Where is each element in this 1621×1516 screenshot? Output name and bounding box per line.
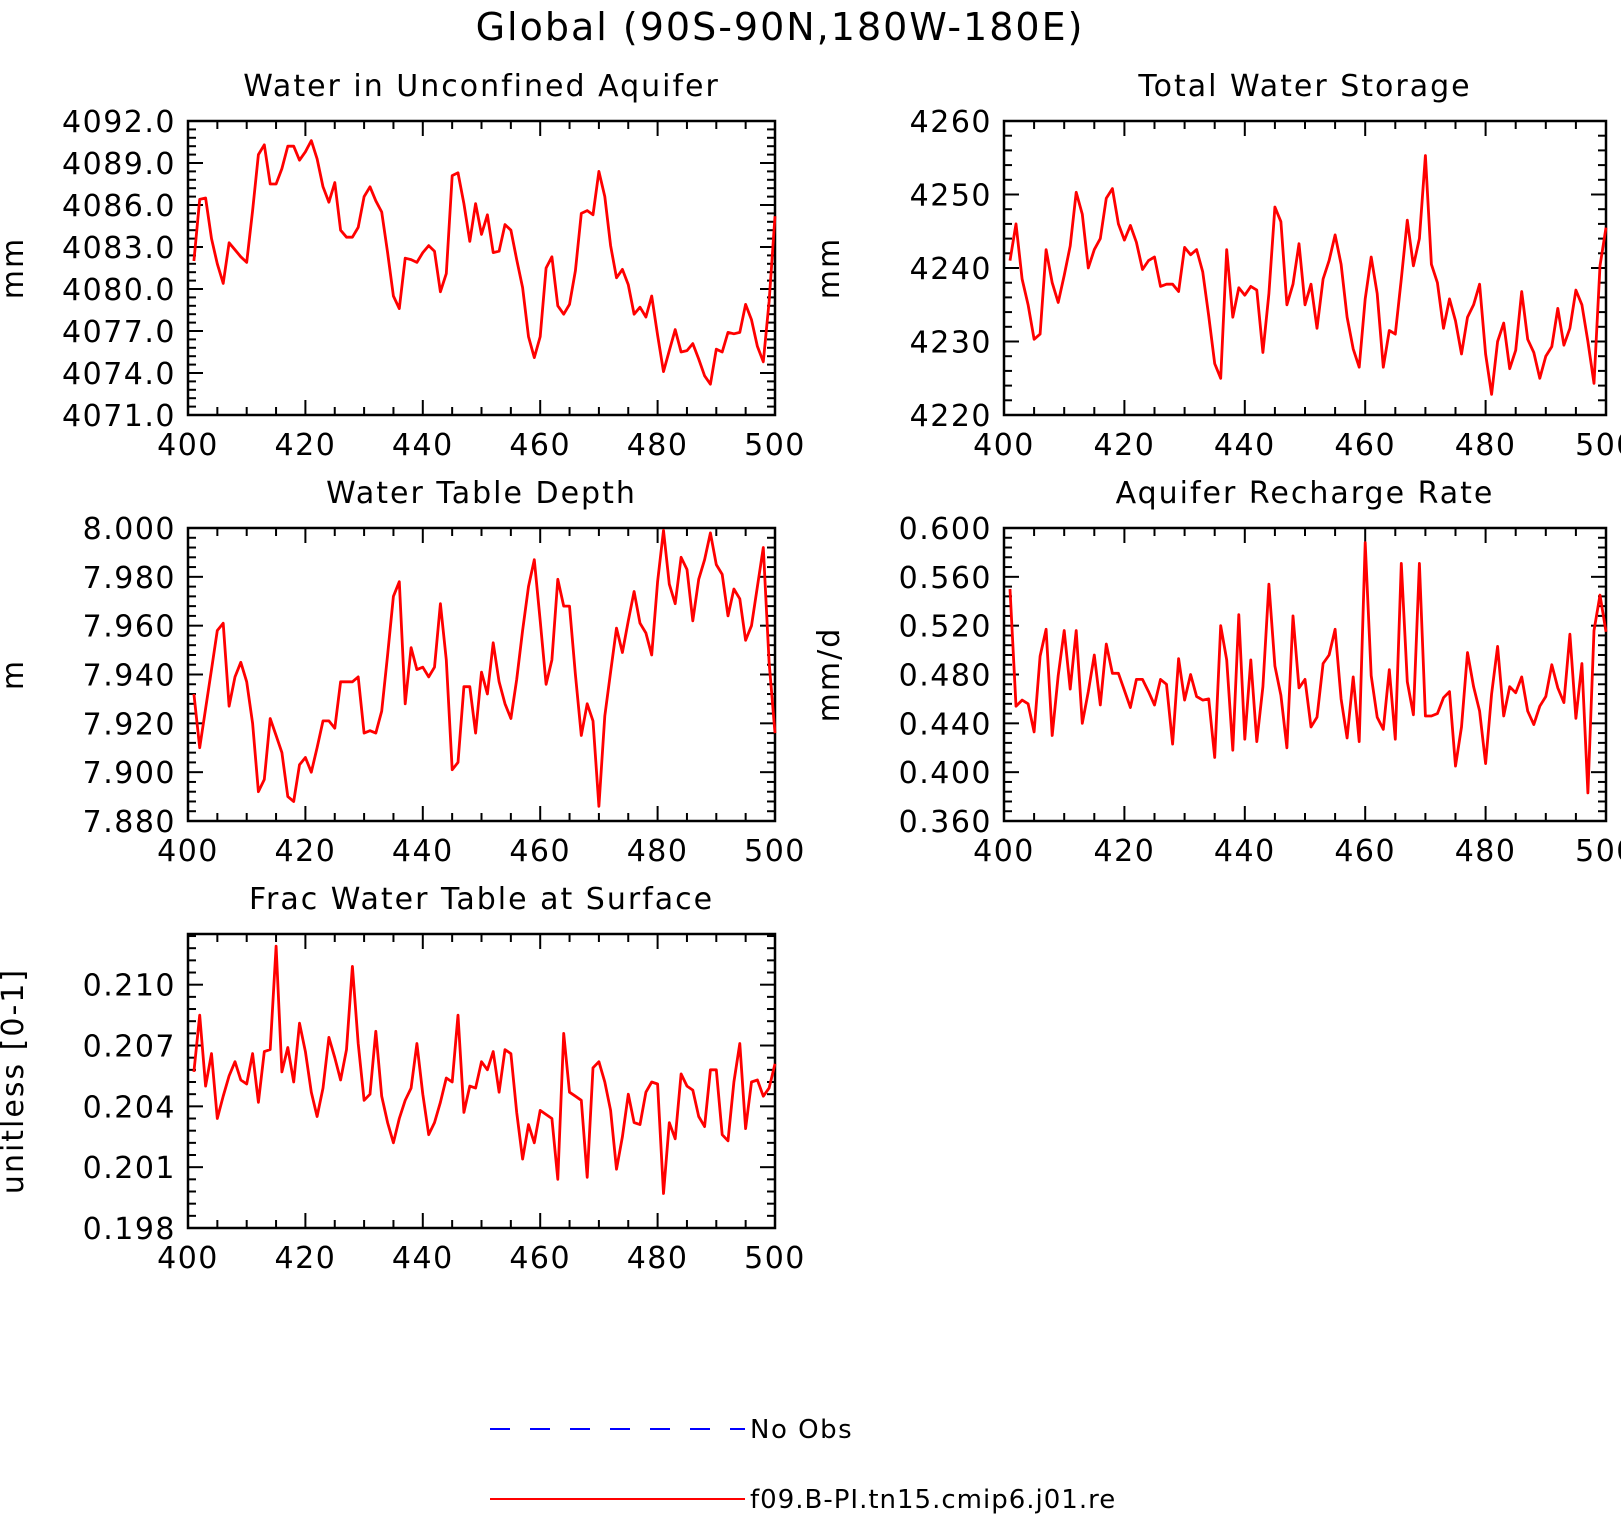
water-in-unconfined-aquifer-ylabel: mm xyxy=(0,237,31,299)
water-in-unconfined-aquifer-ytick-label: 4083.0 xyxy=(62,231,176,266)
water-in-unconfined-aquifer-xtick-label: 480 xyxy=(627,428,689,463)
total-water-storage-ytick-label: 4250 xyxy=(910,179,992,214)
total-water-storage-xtick-label: 480 xyxy=(1455,428,1517,463)
water-in-unconfined-aquifer-ytick-label: 4089.0 xyxy=(62,147,176,182)
total-water-storage-ytick-label: 4240 xyxy=(910,252,992,287)
panel-water-table-depth: Water Table Depth m 400 420 440 460 480 500 7.88… xyxy=(0,476,806,869)
water-in-unconfined-aquifer-title: Water in Unconfined Aquifer xyxy=(243,69,720,104)
water-in-unconfined-aquifer-xtick-label: 400 xyxy=(157,428,219,463)
legend-no-obs-label: No Obs xyxy=(750,1415,853,1445)
water-table-depth-ytick-label: 7.980 xyxy=(83,561,176,596)
aquifer-recharge-rate-ytick-label: 0.360 xyxy=(899,805,992,840)
total-water-storage-xtick-label: 420 xyxy=(1094,428,1156,463)
frac-water-table-at-surface-ytick-label: 0.204 xyxy=(83,1090,176,1125)
water-in-unconfined-aquifer-series-line xyxy=(192,139,777,386)
frac-water-table-at-surface-ylabel: unitless [0-1] xyxy=(0,968,31,1194)
aquifer-recharge-rate-xtick-label: 480 xyxy=(1455,834,1517,869)
water-table-depth-ytick-label: 7.940 xyxy=(83,659,176,694)
frac-water-table-at-surface-ytick-label: 0.201 xyxy=(83,1151,176,1186)
total-water-storage-frame xyxy=(1002,119,1608,417)
water-table-depth-xtick-label: 480 xyxy=(627,834,689,869)
water-in-unconfined-aquifer-xtick-label: 440 xyxy=(392,428,454,463)
panel-water-in-unconfined-aquifer: Water in Unconfined Aquifer mm 400 420 440 46… xyxy=(0,69,806,463)
panel-aquifer-recharge-rate: Aquifer Recharge Rate mm/d 400 420 440 460 480… xyxy=(812,476,1621,869)
total-water-storage-title: Total Water Storage xyxy=(1137,69,1471,104)
water-in-unconfined-aquifer-xtick-label: 500 xyxy=(744,428,806,463)
total-water-storage-xtick-label: 400 xyxy=(973,428,1035,463)
total-water-storage-ytick-label: 4220 xyxy=(910,399,992,434)
water-in-unconfined-aquifer-xtick-label: 420 xyxy=(275,428,337,463)
aquifer-recharge-rate-ylabel: mm/d xyxy=(812,627,847,723)
aquifer-recharge-rate-xtick-label: 500 xyxy=(1575,834,1621,869)
aquifer-recharge-rate-ytick-label: 0.400 xyxy=(899,756,992,791)
water-table-depth-xtick-label: 400 xyxy=(157,834,219,869)
legend: No Obs f09.B-PI.tn15.cmip6.j01.re xyxy=(490,1415,1116,1515)
aquifer-recharge-rate-series-line xyxy=(1008,541,1608,795)
frac-water-table-at-surface-series-line xyxy=(192,944,777,1195)
aquifer-recharge-rate-frame xyxy=(1002,526,1608,823)
water-in-unconfined-aquifer-ytick-label: 4092.0 xyxy=(62,105,176,140)
frac-water-table-at-surface-xtick-label: 400 xyxy=(157,1241,219,1276)
aquifer-recharge-rate-ytick-label: 0.440 xyxy=(899,707,992,742)
frac-water-table-at-surface-ytick-label: 0.198 xyxy=(83,1212,176,1247)
water-in-unconfined-aquifer-ytick-label: 4077.0 xyxy=(62,315,176,350)
frac-water-table-at-surface-xtick-label: 440 xyxy=(392,1241,454,1276)
frac-water-table-at-surface-title: Frac Water Table at Surface xyxy=(249,882,714,917)
water-table-depth-xtick-label: 460 xyxy=(509,834,571,869)
water-table-depth-ytick-label: 7.880 xyxy=(83,805,176,840)
frac-water-table-at-surface-xtick-label: 460 xyxy=(509,1241,571,1276)
aquifer-recharge-rate-ytick-label: 0.520 xyxy=(899,610,992,645)
aquifer-recharge-rate-xtick-label: 400 xyxy=(973,834,1035,869)
frac-water-table-at-surface-ytick-label: 0.207 xyxy=(83,1030,176,1065)
frac-water-table-at-surface-frame xyxy=(186,932,777,1230)
water-table-depth-xtick-label: 440 xyxy=(392,834,454,869)
panels: Water in Unconfined Aquifer mm 400 420 440 46… xyxy=(0,69,1621,1276)
water-in-unconfined-aquifer-frame xyxy=(186,119,777,417)
aquifer-recharge-rate-ytick-label: 0.600 xyxy=(899,512,992,547)
legend-run-label: f09.B-PI.tn15.cmip6.j01.re xyxy=(750,1485,1116,1515)
panel-total-water-storage: Total Water Storage mm 400 420 440 460 480 500 4… xyxy=(812,69,1621,463)
aquifer-recharge-rate-xtick-label: 440 xyxy=(1214,834,1276,869)
total-water-storage-ytick-label: 4230 xyxy=(910,326,992,361)
frac-water-table-at-surface-xtick-label: 420 xyxy=(275,1241,337,1276)
frac-water-table-at-surface-xtick-label: 480 xyxy=(627,1241,689,1276)
total-water-storage-xtick-label: 460 xyxy=(1334,428,1396,463)
water-table-depth-xtick-label: 500 xyxy=(744,834,806,869)
water-table-depth-ytick-label: 7.900 xyxy=(83,756,176,791)
water-in-unconfined-aquifer-ytick-label: 4086.0 xyxy=(62,189,176,224)
water-in-unconfined-aquifer-ytick-label: 4080.0 xyxy=(62,273,176,308)
panel-frac-water-table-at-surface: Frac Water Table at Surface unitless [0-1… xyxy=(0,882,806,1276)
figure-title: Global (90S-90N,180W-180E) xyxy=(476,5,1085,49)
frac-water-table-at-surface-ytick-label: 0.210 xyxy=(83,969,176,1004)
aquifer-recharge-rate-ytick-label: 0.560 xyxy=(899,561,992,596)
water-table-depth-series-line xyxy=(192,529,777,808)
aquifer-recharge-rate-xtick-label: 420 xyxy=(1094,834,1156,869)
total-water-storage-ylabel: mm xyxy=(812,237,847,299)
water-table-depth-xtick-label: 420 xyxy=(275,834,337,869)
water-in-unconfined-aquifer-xtick-label: 460 xyxy=(509,428,571,463)
aquifer-recharge-rate-ytick-label: 0.480 xyxy=(899,659,992,694)
water-table-depth-ytick-label: 7.960 xyxy=(83,610,176,645)
water-table-depth-ytick-label: 7.920 xyxy=(83,707,176,742)
total-water-storage-series-line xyxy=(1008,154,1608,396)
frac-water-table-at-surface-xtick-label: 500 xyxy=(744,1241,806,1276)
water-table-depth-ytick-label: 8.000 xyxy=(83,512,176,547)
water-table-depth-title: Water Table Depth xyxy=(326,476,637,511)
aquifer-recharge-rate-xtick-label: 460 xyxy=(1334,834,1396,869)
total-water-storage-ytick-label: 4260 xyxy=(910,105,992,140)
water-in-unconfined-aquifer-ytick-label: 4071.0 xyxy=(62,399,176,434)
water-table-depth-ylabel: m xyxy=(0,659,31,690)
total-water-storage-xtick-label: 440 xyxy=(1214,428,1276,463)
water-in-unconfined-aquifer-ytick-label: 4074.0 xyxy=(62,357,176,392)
aquifer-recharge-rate-title: Aquifer Recharge Rate xyxy=(1116,476,1495,511)
total-water-storage-xtick-label: 500 xyxy=(1575,428,1621,463)
